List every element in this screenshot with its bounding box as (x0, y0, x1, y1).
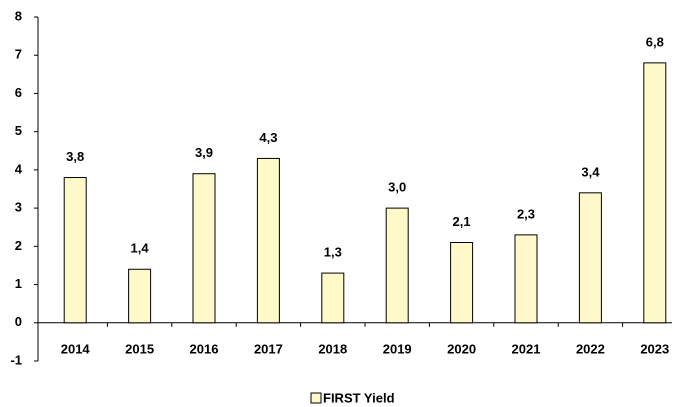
data-label: 3,0 (388, 180, 406, 195)
x-tick-label: 2018 (318, 341, 347, 356)
data-label: 3,4 (581, 164, 600, 179)
y-tick-label: 0 (15, 314, 22, 329)
bar (256, 157, 280, 324)
x-tick-label: 2015 (125, 341, 154, 356)
y-tick-label: 5 (15, 123, 22, 138)
bar (63, 177, 87, 324)
bar (450, 242, 474, 324)
bar (643, 62, 667, 324)
bar (321, 272, 345, 324)
data-label: 3,8 (66, 149, 84, 164)
data-label: 4,3 (259, 130, 277, 145)
y-tick-label: 4 (15, 161, 23, 176)
bar (385, 207, 409, 324)
y-tick-label: -1 (10, 352, 22, 367)
data-label: 2,3 (517, 206, 535, 221)
data-label: 1,4 (131, 241, 150, 256)
x-tick-label: 2023 (640, 341, 669, 356)
x-tick-label: 2022 (576, 341, 605, 356)
y-tick-label: 2 (15, 238, 22, 253)
x-tick-label: 2017 (254, 341, 283, 356)
y-tick-label: 8 (15, 8, 22, 23)
data-label: 2,1 (453, 214, 471, 229)
x-tick-label: 2020 (447, 341, 476, 356)
y-tick-label: 3 (15, 200, 22, 215)
data-label: 1,3 (324, 245, 342, 260)
bar (128, 268, 152, 324)
y-tick-label: 6 (15, 85, 22, 100)
x-tick-label: 2019 (383, 341, 412, 356)
bar (514, 234, 538, 324)
x-tick-label: 2016 (190, 341, 219, 356)
y-tick-label: 1 (15, 276, 22, 291)
legend-swatch (310, 392, 322, 404)
x-tick-label: 2014 (61, 341, 91, 356)
bar (192, 173, 216, 324)
y-tick-label: 7 (15, 47, 22, 62)
x-tick-label: 2021 (512, 341, 541, 356)
legend-label: FIRST Yield (323, 390, 395, 405)
data-label: 6,8 (646, 34, 664, 49)
data-label: 3,9 (195, 145, 213, 160)
bar (578, 192, 602, 324)
